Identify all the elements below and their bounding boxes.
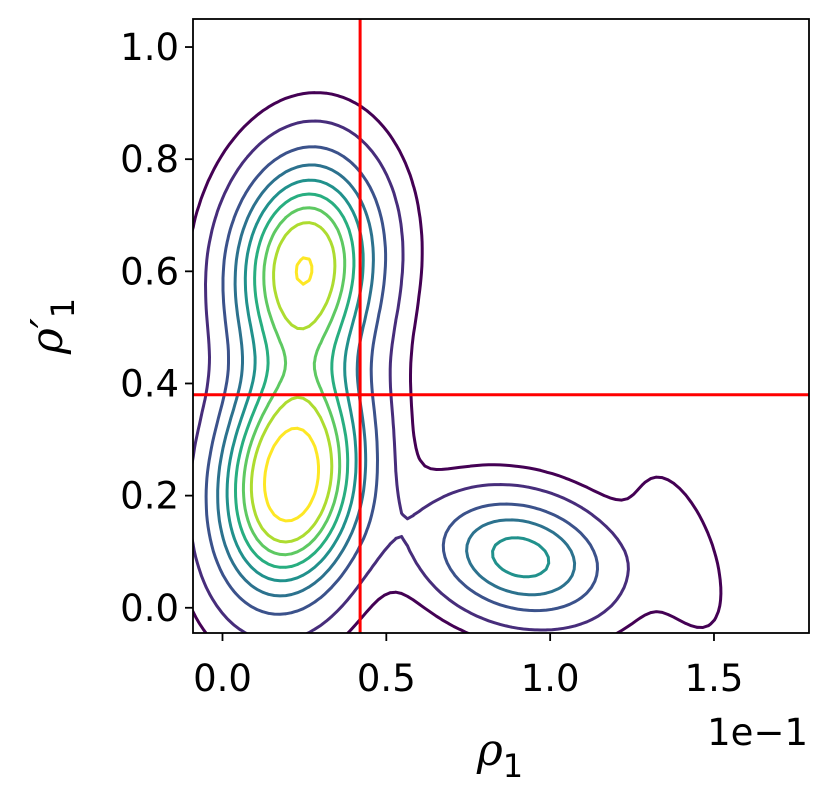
x-tick-label: 0.0 — [193, 657, 252, 700]
x-tick-label: 0.5 — [357, 657, 416, 700]
y-tick-label: 0.2 — [120, 475, 179, 518]
contour-level-2 — [193, 119, 630, 633]
contour-level-9 — [263, 256, 320, 523]
plot-frame — [192, 18, 810, 634]
y-axis-ticks: 0.0 0.2 0.4 0.6 0.8 1.0 — [120, 26, 193, 630]
density-contours — [193, 91, 723, 633]
contour-level-5 — [225, 178, 551, 583]
y-axis-label: ρ′1 — [22, 298, 82, 355]
x-offset-text: 1e−1 — [707, 711, 808, 754]
x-axis-label: ρ1 — [476, 725, 523, 785]
contour-level-7 — [241, 206, 347, 557]
x-tick-label: 1.0 — [521, 657, 580, 700]
reference-lines — [193, 19, 809, 633]
y-tick-label: 0.4 — [120, 362, 179, 405]
y-tick-label: 0.8 — [120, 138, 179, 181]
contour-level-8 — [249, 221, 337, 544]
y-tick-label: 0.0 — [120, 587, 179, 630]
x-axis-ticks: 0.0 0.5 1.0 1.5 — [193, 633, 743, 700]
contour-level-4 — [216, 163, 577, 598]
y-tick-label: 0.6 — [120, 250, 179, 293]
contour-level-3 — [204, 145, 599, 616]
y-tick-label: 1.0 — [120, 26, 179, 69]
contour-level-6 — [234, 192, 356, 569]
contour-level-1 — [193, 91, 723, 633]
x-tick-label: 1.5 — [685, 657, 744, 700]
